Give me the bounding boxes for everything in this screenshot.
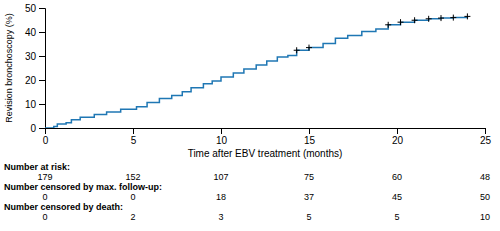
risk-value: 37 [304, 192, 314, 202]
y-tick: 10 [25, 99, 45, 110]
y-tick-mark [39, 8, 45, 9]
chart: 051015202501020304050Time after EBV trea… [0, 0, 500, 231]
x-tick: 10 [216, 128, 228, 146]
risk-value: 18 [216, 192, 226, 202]
risk-value: 179 [37, 172, 52, 182]
risk-value: 0 [42, 192, 47, 202]
y-tick-mark [39, 56, 45, 57]
x-tick-label: 0 [43, 135, 49, 146]
risk-value: 152 [125, 172, 140, 182]
risk-value: 3 [218, 212, 223, 222]
risk-value: 107 [213, 172, 228, 182]
x-tick-mark [133, 128, 134, 134]
risk-value: 10 [480, 212, 490, 222]
y-tick-label: 40 [25, 27, 37, 38]
x-tick-label: 5 [131, 135, 137, 146]
x-tick: 15 [304, 128, 316, 146]
risk-value: 48 [480, 172, 490, 182]
y-tick-label: 10 [25, 99, 37, 110]
censor-mark [464, 13, 470, 19]
y-tick-label: 50 [25, 3, 37, 14]
y-tick-mark [39, 32, 45, 33]
x-axis-title: Time after EBV treatment (months) [188, 148, 343, 159]
x-tick: 20 [392, 128, 404, 146]
censor-mark [398, 19, 404, 25]
x-tick-mark [485, 128, 486, 134]
risk-value: 5 [394, 212, 399, 222]
y-tick-label: 30 [25, 51, 37, 62]
x-tick-label: 10 [216, 135, 228, 146]
y-axis: 0 10 20 30 40 50 [25, 3, 46, 134]
risk-value: 5 [306, 212, 311, 222]
risk-value: 0 [42, 212, 47, 222]
x-tick: 25 [480, 128, 492, 146]
y-tick-mark [39, 80, 45, 81]
x-tick: 5 [131, 128, 137, 146]
marks [45, 13, 470, 128]
x-tick-mark [221, 128, 222, 134]
x-tick-mark [309, 128, 310, 134]
risk-value: 2 [130, 212, 135, 222]
y-tick-mark [39, 128, 45, 129]
y-tick-label: 0 [30, 123, 36, 134]
y-tick: 0 [30, 123, 45, 134]
y-axis-line [39, 9, 46, 129]
risk-row-label: Number censored by death: [4, 202, 123, 212]
y-tick: 50 [25, 3, 45, 14]
y-tick-label: 20 [25, 75, 37, 86]
x-axis-line [46, 129, 486, 135]
risk-table: Number at risk:179 152 107 75 60 48 Number cen… [4, 162, 490, 222]
y-axis-title: Revision bronchoscopy (%) [4, 13, 14, 123]
x-tick-mark [397, 128, 398, 134]
censor-mark [412, 17, 418, 23]
risk-value: 45 [392, 192, 402, 202]
risk-value: 60 [392, 172, 402, 182]
x-tick-label: 15 [304, 135, 316, 146]
y-tick: 30 [25, 51, 45, 62]
censor-mark [450, 15, 456, 21]
risk-value: 0 [130, 192, 135, 202]
y-tick: 20 [25, 75, 45, 86]
risk-row-label: Number censored by max. follow-up: [4, 182, 162, 192]
risk-value: 75 [304, 172, 314, 182]
y-tick-mark [39, 104, 45, 105]
step-line [45, 16, 467, 128]
censor-mark [426, 16, 432, 22]
y-tick: 40 [25, 27, 45, 38]
censor-mark [438, 15, 444, 21]
x-tick-label: 20 [392, 135, 404, 146]
x-tick: 0 [43, 128, 49, 146]
censor-mark [306, 45, 312, 51]
risk-value: 50 [480, 192, 490, 202]
censor-mark [385, 22, 391, 28]
x-axis: 0 5 10 15 20 25 [43, 128, 492, 146]
censor-mark [294, 47, 300, 53]
risk-row-label: Number at risk: [4, 162, 70, 172]
plot: 0 5 10 15 20 25 0 10 20 30 40 50 Time after EBV trea… [25, 3, 492, 159]
x-tick-label: 25 [480, 135, 492, 146]
